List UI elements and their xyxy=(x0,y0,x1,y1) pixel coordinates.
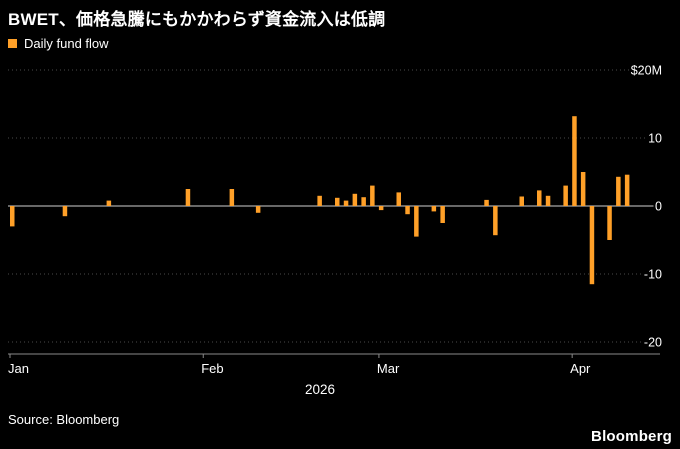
bar xyxy=(255,206,261,213)
bar xyxy=(624,174,630,206)
bar xyxy=(580,172,586,206)
bar xyxy=(62,206,68,217)
bar xyxy=(440,206,445,223)
bar xyxy=(335,197,340,206)
bar xyxy=(431,206,437,212)
fund-flow-bar-chart: $20M 10 0 -10 -20 Jan Feb Mar Apr xyxy=(8,62,664,376)
legend-label: Daily fund flow xyxy=(24,36,109,51)
bar xyxy=(405,206,410,215)
bar xyxy=(370,185,375,206)
y-tick-label: $20M xyxy=(631,64,662,78)
bloomberg-logo: Bloomberg xyxy=(591,428,672,445)
bar xyxy=(361,197,366,206)
bar xyxy=(229,189,235,206)
bar xyxy=(563,185,568,206)
legend-swatch-icon xyxy=(8,39,17,48)
bar xyxy=(545,195,551,206)
y-tick-label: -20 xyxy=(644,336,662,350)
bar xyxy=(185,189,191,206)
x-tick-label: Feb xyxy=(201,361,223,376)
y-tick-label: -10 xyxy=(644,268,662,282)
bar xyxy=(484,199,489,206)
x-tick-label: Jan xyxy=(8,361,29,376)
bar xyxy=(537,190,542,206)
bar xyxy=(378,206,384,211)
bar xyxy=(414,206,419,237)
x-axis-year-caption: 2026 xyxy=(304,382,336,397)
chart-title: BWET、価格急騰にもかかわらず資金流入は低調 xyxy=(8,10,386,29)
bar xyxy=(616,176,621,206)
bar xyxy=(589,206,595,285)
bar xyxy=(396,192,401,206)
source-note: Source: Bloomberg xyxy=(8,412,120,427)
bar xyxy=(493,206,498,236)
bar xyxy=(572,116,577,206)
bar xyxy=(343,200,349,206)
y-tick-label: 10 xyxy=(648,132,662,146)
bar xyxy=(10,206,15,227)
y-tick-label: 0 xyxy=(655,200,662,214)
bar xyxy=(352,193,358,206)
bar xyxy=(519,196,524,206)
x-tick-label: Mar xyxy=(377,361,400,376)
x-tick-label: Apr xyxy=(570,361,591,376)
bar xyxy=(106,200,112,206)
bar xyxy=(317,195,322,206)
chart-legend: Daily fund flow xyxy=(8,36,109,51)
bar xyxy=(607,206,612,240)
